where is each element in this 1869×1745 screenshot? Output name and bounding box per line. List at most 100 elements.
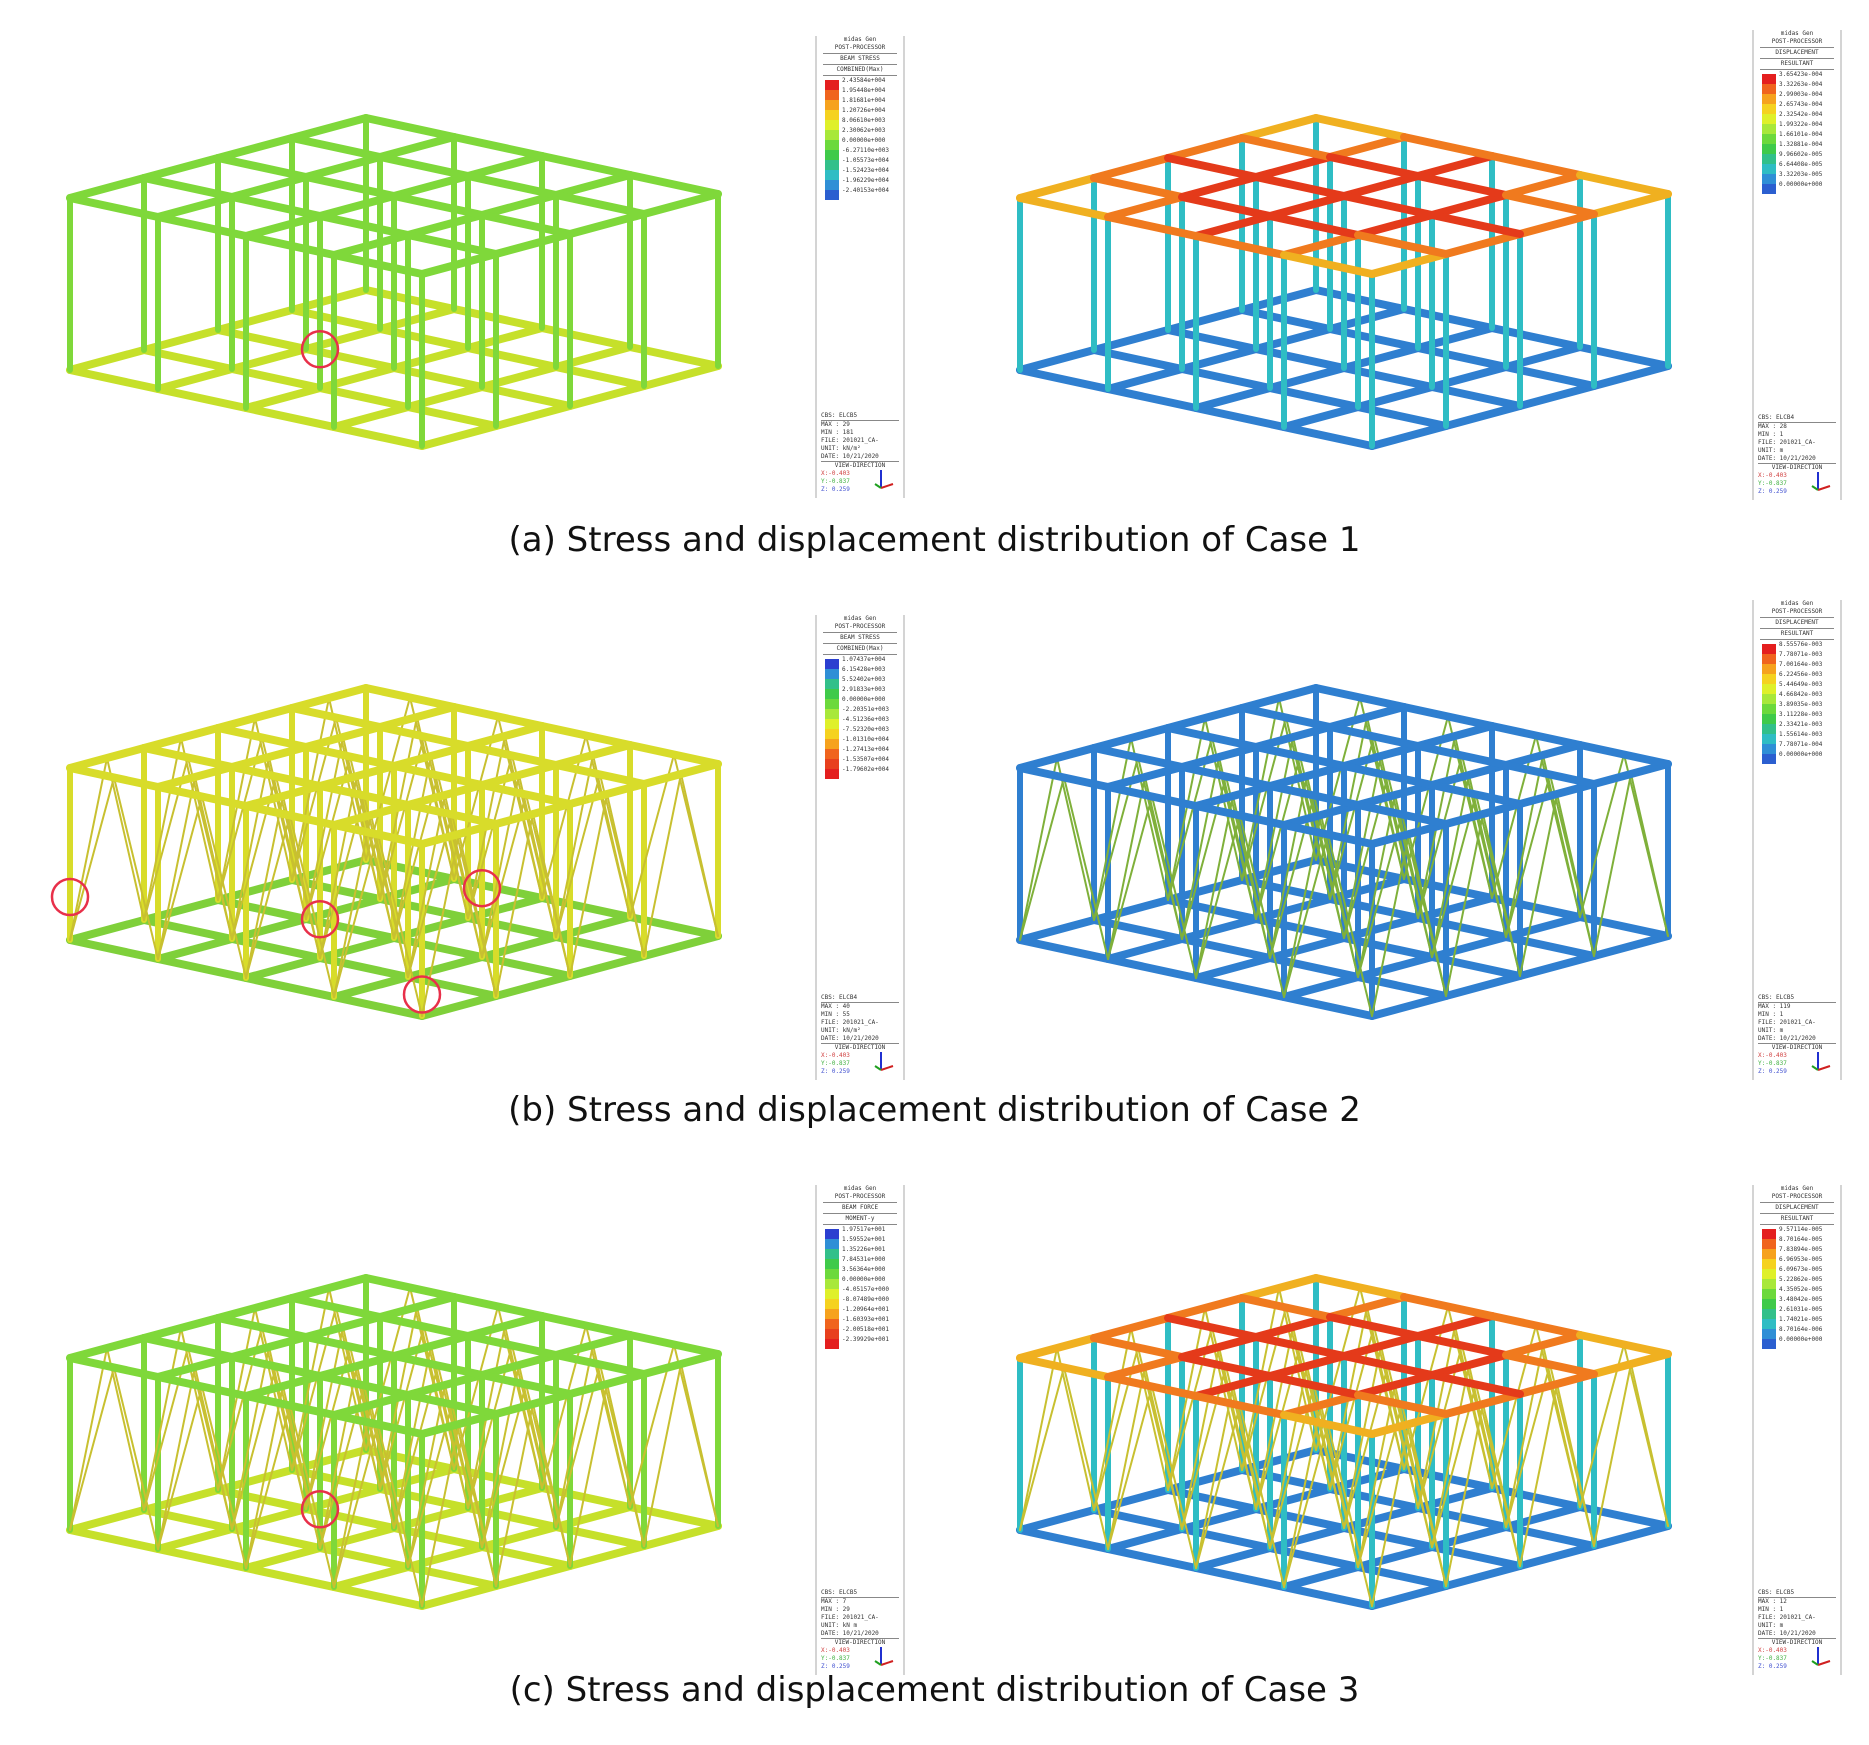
legend-view: VIEW-DIRECTION bbox=[1758, 463, 1836, 472]
legend-separator bbox=[823, 1224, 897, 1225]
beam-top bbox=[552, 1351, 648, 1378]
brace bbox=[231, 1346, 270, 1530]
brace bbox=[495, 813, 534, 997]
brace bbox=[1357, 1384, 1396, 1568]
beam-top bbox=[316, 212, 412, 239]
brace bbox=[113, 1366, 159, 1550]
legend-view: VIEW-DIRECTION bbox=[821, 461, 899, 470]
brace bbox=[1107, 795, 1153, 960]
brace bbox=[1239, 814, 1285, 998]
legend-tick-label: 7.84531e+000 bbox=[842, 1256, 886, 1263]
brace bbox=[245, 795, 284, 979]
legend-tick-label: 1.07437e+004 bbox=[842, 656, 886, 663]
beam-top bbox=[66, 1334, 148, 1362]
beam-top bbox=[1516, 210, 1598, 238]
beam-top bbox=[450, 1293, 546, 1320]
brace bbox=[157, 1366, 196, 1550]
beam-top bbox=[1238, 684, 1320, 712]
legend-vy: Y:-0.837 bbox=[821, 1655, 850, 1662]
beam-top bbox=[1414, 172, 1510, 199]
legend-component: MOMENT-y bbox=[845, 1215, 875, 1222]
legend-vz: Z: 0.259 bbox=[1758, 488, 1787, 495]
brace bbox=[1371, 1423, 1410, 1607]
beam-top bbox=[1326, 153, 1422, 180]
brace bbox=[1299, 1345, 1345, 1529]
beam-top bbox=[552, 741, 634, 769]
legend-tick-label: 3.89035e-003 bbox=[1779, 701, 1823, 708]
beam-top bbox=[404, 1391, 500, 1418]
legend-swatch bbox=[1762, 754, 1776, 764]
legend-module: POST-PROCESSOR bbox=[1771, 608, 1823, 615]
brace bbox=[1195, 795, 1234, 979]
brace bbox=[305, 736, 344, 920]
brace bbox=[1019, 757, 1058, 941]
legend-tick-label: -1.27413e+004 bbox=[842, 746, 889, 753]
legend-vy: Y:-0.837 bbox=[821, 1060, 850, 1067]
legend-vz: Z: 0.259 bbox=[1758, 1068, 1787, 1075]
brace bbox=[555, 1344, 594, 1528]
brace bbox=[187, 756, 233, 940]
legend-tick-label: 2.30062e+003 bbox=[842, 127, 886, 134]
beam-top bbox=[1252, 1313, 1334, 1341]
legend-swatch bbox=[825, 190, 839, 200]
legend-stress-case1: midas Gen POST-PROCESSOR BEAM STRESS COMBIN… bbox=[815, 36, 905, 498]
legend-swatch bbox=[1762, 74, 1776, 84]
brace bbox=[1151, 795, 1197, 979]
legend-unit: UNIT: m bbox=[1758, 447, 1784, 454]
brace bbox=[1181, 1346, 1220, 1530]
legend-tick-label: 0.00000e+000 bbox=[842, 137, 886, 144]
beam-top bbox=[1400, 133, 1496, 160]
beam-top bbox=[362, 684, 458, 711]
brace bbox=[363, 794, 409, 978]
brace bbox=[1130, 1327, 1169, 1491]
beam-top bbox=[492, 800, 574, 828]
legend-swatch bbox=[825, 719, 839, 729]
beam-top bbox=[140, 174, 236, 201]
legend-tick-label: -2.00518e+001 bbox=[842, 1326, 889, 1333]
beam-top bbox=[1428, 761, 1510, 789]
legend-tick-label: 1.66101e-004 bbox=[1779, 131, 1823, 138]
legend-min: MIN : 1 bbox=[1758, 1606, 1784, 1613]
critical-member-marker bbox=[300, 1490, 340, 1529]
legend-swatch bbox=[825, 1309, 839, 1319]
legend-tick-label: 8.06610e+003 bbox=[842, 117, 886, 124]
beam-top bbox=[1164, 154, 1260, 181]
legend-view: VIEW-DIRECTION bbox=[1758, 1638, 1836, 1647]
beam-top bbox=[1428, 211, 1524, 238]
legend-max: MAX : 7 bbox=[821, 1598, 847, 1605]
beam-top bbox=[538, 152, 634, 179]
beam-top bbox=[418, 1410, 500, 1438]
brace bbox=[1151, 1385, 1197, 1569]
beam-top bbox=[376, 1293, 458, 1321]
brace bbox=[1269, 775, 1308, 959]
legend-swatch bbox=[1762, 684, 1776, 694]
legend-swatch bbox=[825, 1229, 839, 1239]
legend-swatch bbox=[1762, 714, 1776, 724]
beam-top bbox=[242, 802, 338, 829]
beam-top bbox=[1104, 213, 1200, 240]
critical-member-marker bbox=[300, 900, 340, 939]
legend-swatch bbox=[1762, 1259, 1776, 1269]
legend-component: COMBINED(Max) bbox=[836, 66, 884, 73]
beam-top bbox=[302, 173, 398, 200]
legend-tick-label: -1.52423e+004 bbox=[842, 167, 889, 174]
legend-tick-label: -6.27110e+003 bbox=[842, 147, 889, 154]
legend-tick-label: 8.70164e-006 bbox=[1779, 1326, 1823, 1333]
beam-top bbox=[492, 1390, 574, 1418]
beam-top bbox=[464, 1332, 560, 1359]
beam-top bbox=[66, 174, 148, 202]
beam-top bbox=[66, 194, 162, 221]
legend-date: DATE: 10/21/2020 bbox=[1758, 455, 1816, 462]
legend-separator bbox=[823, 1202, 897, 1203]
beam-top bbox=[140, 1334, 236, 1361]
legend-swatch bbox=[1762, 1329, 1776, 1339]
beam-top bbox=[1590, 760, 1672, 788]
beam-top bbox=[450, 133, 546, 160]
legend-tick-label: 6.09673e-005 bbox=[1779, 1266, 1823, 1273]
brace bbox=[201, 795, 247, 979]
legend-tick-label: -1.01310e+004 bbox=[842, 736, 889, 743]
beam-top bbox=[376, 1313, 472, 1340]
legend-program: midas Gen bbox=[1780, 30, 1814, 37]
beam-top bbox=[1400, 703, 1496, 730]
beam-top bbox=[1016, 194, 1112, 221]
